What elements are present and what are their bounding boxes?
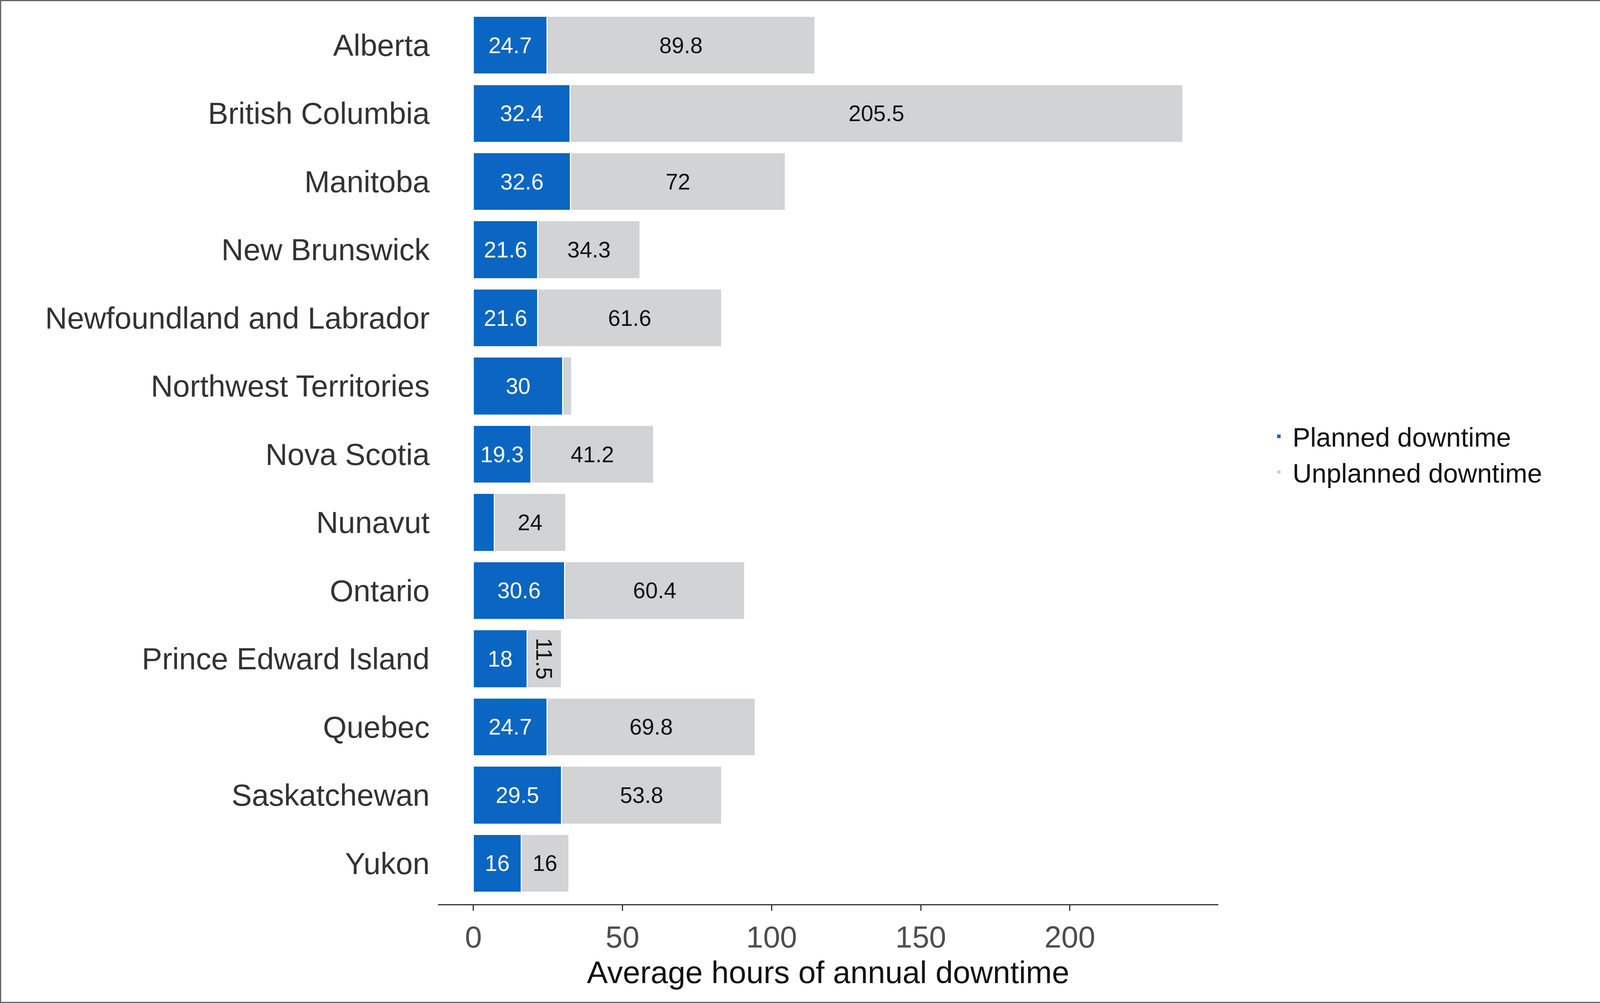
svg-text:24.7: 24.7 (488, 32, 533, 58)
svg-text:150: 150 (895, 919, 947, 954)
svg-text:Northwest Territories: Northwest Territories (150, 368, 430, 404)
svg-text:100: 100 (746, 919, 797, 954)
svg-text:18: 18 (487, 646, 513, 672)
svg-text:16: 16 (484, 850, 510, 876)
svg-text:16: 16 (532, 850, 558, 876)
svg-text:89.8: 89.8 (659, 32, 703, 58)
svg-text:32.4: 32.4 (500, 100, 544, 126)
svg-text:Planned downtime: Planned downtime (1292, 422, 1511, 452)
svg-text:Unplanned downtime: Unplanned downtime (1292, 458, 1543, 488)
svg-text:60.4: 60.4 (633, 577, 677, 603)
svg-text:30: 30 (505, 373, 531, 399)
svg-text:New Brunswick: New Brunswick (221, 232, 431, 267)
svg-text:24: 24 (517, 509, 543, 535)
svg-text:Prince Edward Island: Prince Edward Island (141, 641, 430, 676)
svg-text:41.2: 41.2 (570, 441, 615, 467)
svg-text:32.6: 32.6 (500, 169, 544, 195)
svg-text:11.5: 11.5 (531, 637, 557, 680)
svg-text:21.6: 21.6 (483, 305, 528, 331)
svg-text:British Columbia: British Columbia (207, 96, 430, 131)
svg-text:19.3: 19.3 (480, 441, 524, 467)
svg-text:Newfoundland and Labrador: Newfoundland and Labrador (45, 300, 430, 336)
svg-text:72: 72 (665, 169, 691, 195)
svg-text:Saskatchewan: Saskatchewan (231, 777, 430, 813)
svg-text:Manitoba: Manitoba (304, 164, 430, 199)
svg-text:50: 50 (605, 919, 640, 954)
svg-text:21.6: 21.6 (483, 237, 528, 263)
svg-text:Yukon: Yukon (344, 846, 430, 881)
svg-text:24.7: 24.7 (488, 714, 533, 740)
svg-text:205.5: 205.5 (848, 100, 905, 126)
svg-text:53.8: 53.8 (619, 782, 664, 808)
svg-text:61.6: 61.6 (607, 305, 652, 331)
svg-text:Ontario: Ontario (329, 573, 430, 608)
svg-text:Alberta: Alberta (333, 28, 431, 63)
svg-text:0: 0 (464, 919, 482, 954)
svg-text:Nunavut: Nunavut (316, 505, 430, 540)
svg-text:Nova Scotia: Nova Scotia (265, 437, 430, 472)
svg-text:30.6: 30.6 (497, 577, 541, 603)
svg-text:69.8: 69.8 (629, 714, 673, 740)
svg-text:Quebec: Quebec (323, 709, 430, 745)
svg-text:Average hours of annual downti: Average hours of annual downtime (587, 954, 1070, 990)
svg-text:29.5: 29.5 (495, 782, 540, 808)
svg-text:34.3: 34.3 (567, 237, 611, 263)
svg-text:200: 200 (1044, 919, 1096, 954)
